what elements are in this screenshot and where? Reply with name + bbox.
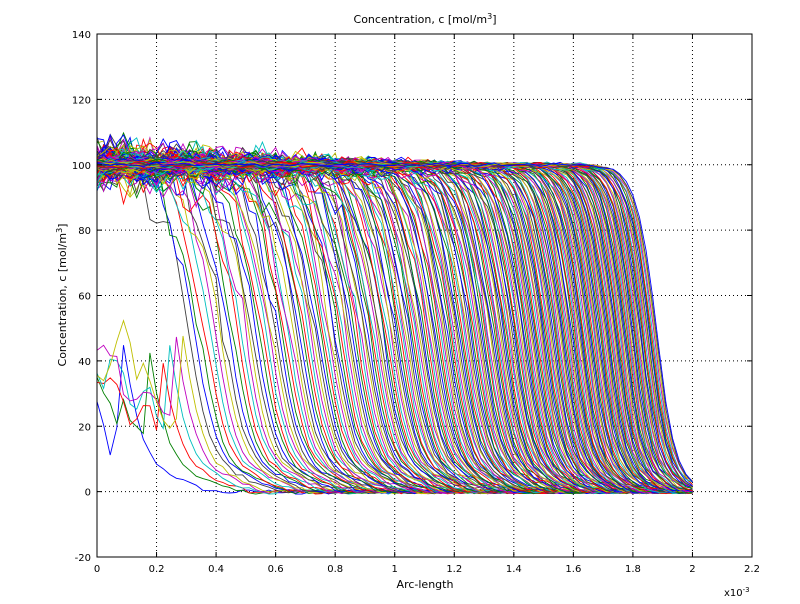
series-line <box>96 162 693 483</box>
x-tick-label: 0.8 <box>327 564 343 575</box>
y-tick-label: 100 <box>72 161 91 172</box>
axis-ticks: 0 0.2 0.4 0.6 0.8 1 1.2 1.4 1.6 1.8 2 2.2-200204060… <box>72 30 760 575</box>
chart-title: Concentration, c [mol/m3] <box>354 12 497 26</box>
x-tick-label: 2.2 <box>744 564 760 575</box>
y-tick-label: 120 <box>72 95 91 106</box>
y-axis-label: Concentration, c [mol/m3] <box>55 224 69 367</box>
y-tick-label: 140 <box>72 30 91 41</box>
y-tick-label: 0 <box>85 488 91 499</box>
x-tick-label: 1.2 <box>446 564 462 575</box>
x-tick-label: 0.2 <box>149 564 165 575</box>
x-tick-label: 0.6 <box>268 564 284 575</box>
x-axis-label: Arc-length <box>397 578 454 591</box>
x-tick-label: 0.4 <box>208 564 224 575</box>
y-tick-label: 40 <box>78 357 91 368</box>
x-axis-multiplier: x10-3 <box>724 586 750 599</box>
x-tick-label: 0 <box>94 564 100 575</box>
x-tick-label: 1.4 <box>506 564 522 575</box>
y-tick-label: 20 <box>78 422 91 433</box>
y-tick-label: -20 <box>75 553 91 564</box>
x-tick-label: 1.8 <box>625 564 641 575</box>
x-tick-label: 1 <box>392 564 398 575</box>
x-tick-label: 2 <box>689 564 695 575</box>
x-tick-label: 1.6 <box>565 564 581 575</box>
y-tick-label: 60 <box>78 292 91 303</box>
y-tick-label: 80 <box>78 226 91 237</box>
series-group <box>96 131 693 495</box>
